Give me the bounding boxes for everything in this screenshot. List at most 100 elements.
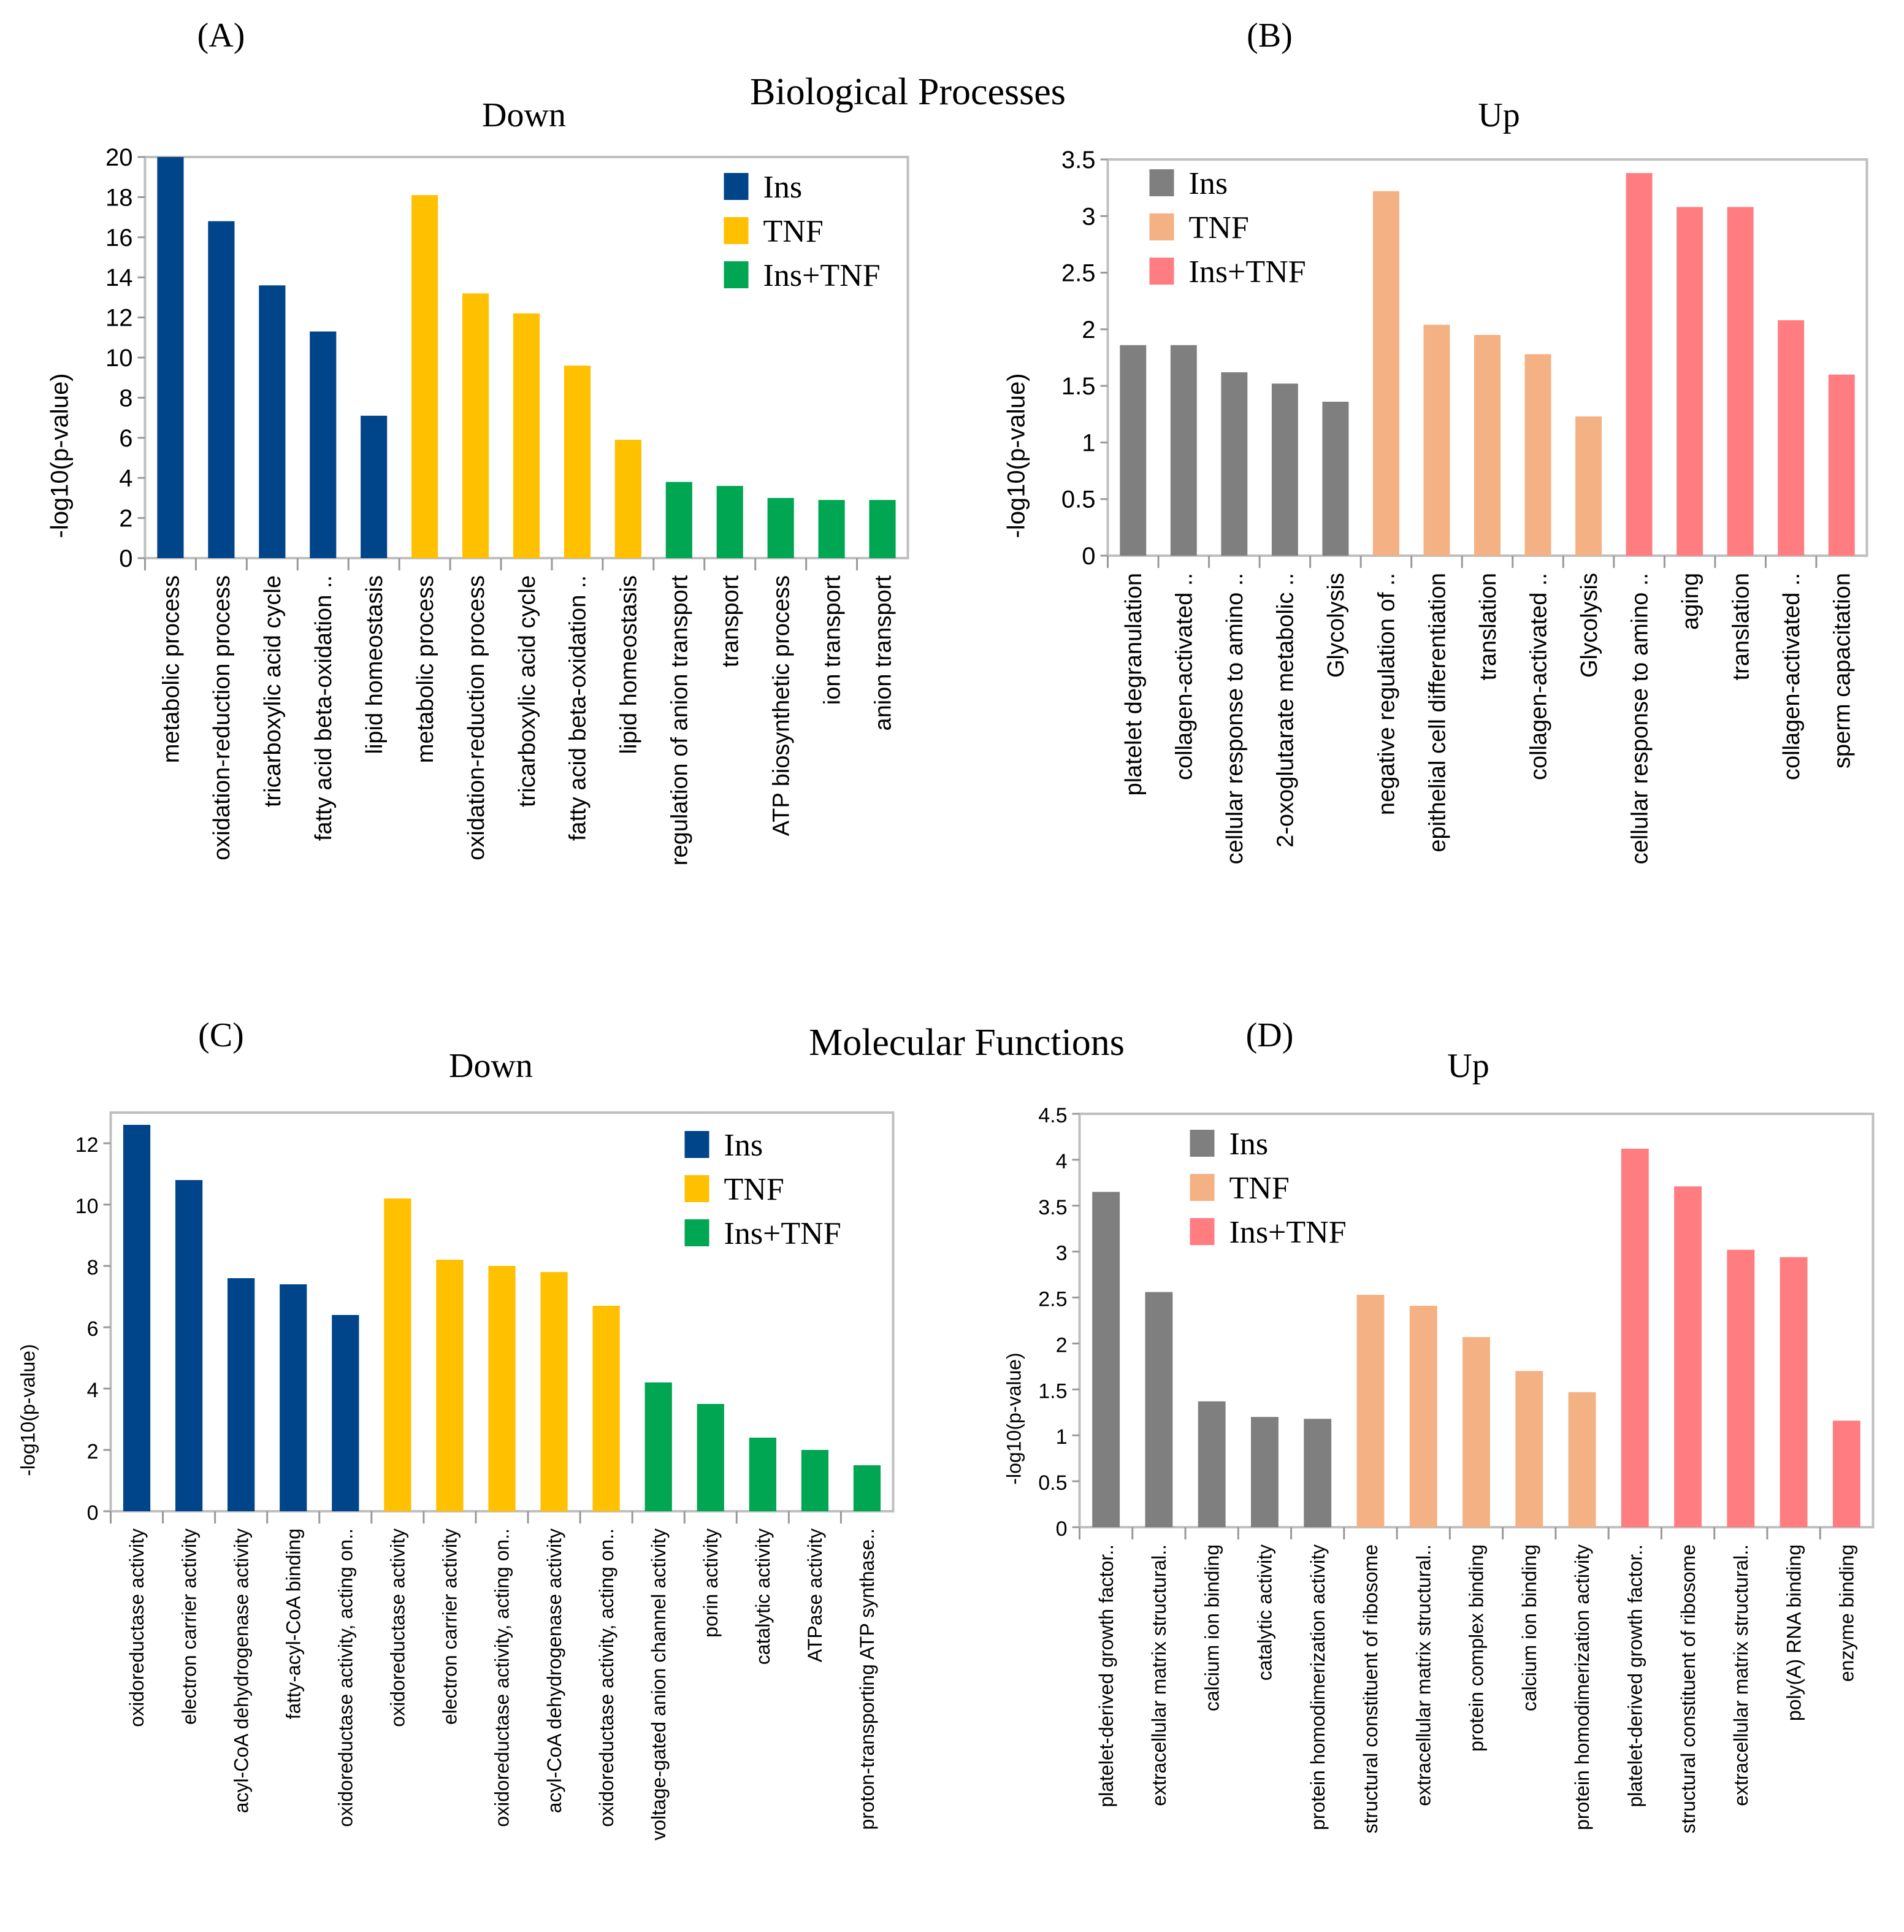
bar — [361, 415, 388, 558]
x-tick-label: protein homodimerization activity — [1307, 1544, 1329, 1830]
chart-title: Up — [1447, 1047, 1489, 1085]
legend-label: Ins+TNF — [1189, 255, 1306, 289]
bar — [716, 486, 743, 558]
bar — [1474, 335, 1501, 556]
x-tick-label: sperm capacitation — [1830, 573, 1856, 769]
y-tick-label: 2 — [119, 505, 132, 532]
x-tick-label: porin activity — [700, 1528, 722, 1638]
x-tick-label: acyl-CoA dehydrogenase activity — [543, 1528, 565, 1813]
x-tick-label: metabolic process — [158, 575, 184, 763]
chart-title: Down — [449, 1047, 533, 1085]
bar — [592, 1306, 620, 1511]
y-tick-label: 0 — [1056, 1517, 1068, 1541]
panel-label: (A) — [197, 17, 245, 55]
y-tick-label: 0 — [1082, 543, 1095, 570]
bar — [801, 1450, 829, 1511]
y-tick-label: 8 — [87, 1256, 99, 1279]
bar — [513, 313, 540, 558]
bar — [227, 1278, 255, 1511]
bar — [310, 331, 337, 558]
legend-label: Ins+TNF — [763, 258, 881, 293]
x-tick-label: anion transport — [870, 575, 896, 731]
y-tick-label: 2.5 — [1038, 1288, 1067, 1311]
x-tick-label: translation — [1475, 573, 1501, 680]
y-tick-label: 4 — [119, 465, 132, 492]
bar — [1304, 1419, 1332, 1527]
legend-swatch — [1190, 1174, 1215, 1201]
y-tick-label: 12 — [75, 1133, 99, 1157]
bar — [869, 500, 896, 558]
bar — [1568, 1392, 1596, 1527]
x-tick-label: oxidoreductase activity — [387, 1528, 409, 1727]
bar — [1409, 1306, 1437, 1527]
x-tick-label: electron carrier activity — [439, 1528, 461, 1725]
y-axis-label: -log10(p-value) — [17, 1344, 39, 1476]
chart-panel-d: (D) Up 0 0.5 1 1.5 2 2.5 3 3.5 4 4.5 -log10(p-value)… — [1003, 1016, 1875, 1833]
y-tick-label: 2 — [1056, 1333, 1068, 1357]
y-tick-label: 10 — [75, 1195, 99, 1218]
bar — [1828, 374, 1855, 556]
panel-label: (C) — [198, 1016, 244, 1054]
x-tick-label: poly(A) RNA binding — [1783, 1544, 1805, 1721]
x-tick-label: ATP biosynthetic process — [768, 575, 794, 836]
y-tick-label: 16 — [105, 224, 133, 251]
bar — [411, 195, 438, 558]
x-tick-label: oxidoreductase activity, acting on.. — [335, 1528, 357, 1827]
x-tick-label: structural constituent of ribosome — [1677, 1544, 1699, 1833]
x-tick-label: Glycolysis — [1323, 573, 1349, 678]
bar — [332, 1315, 359, 1511]
y-tick-label: 3 — [1082, 203, 1095, 230]
x-tick-label: protein complex binding — [1466, 1544, 1488, 1752]
y-tick-label: 3.5 — [1038, 1196, 1067, 1219]
legend-swatch — [1149, 169, 1174, 196]
y-tick-label: 1.5 — [1061, 373, 1096, 400]
y-tick-label: 20 — [105, 144, 133, 171]
y-tick-label: 1 — [1082, 429, 1095, 456]
legend-swatch — [684, 1175, 709, 1202]
x-tick-label: catalytic activity — [752, 1528, 774, 1665]
bar — [1198, 1401, 1226, 1527]
bar — [1674, 1186, 1702, 1527]
bar — [1145, 1292, 1173, 1527]
bar — [436, 1260, 464, 1511]
y-tick-label: 2 — [87, 1440, 99, 1463]
bar — [280, 1284, 307, 1511]
y-tick-label: 6 — [119, 425, 132, 452]
legend-swatch — [724, 173, 749, 200]
legend-swatch — [684, 1219, 709, 1246]
y-tick-label: 14 — [105, 264, 133, 291]
x-tick-label: oxidoreductase activity, acting on.. — [595, 1528, 617, 1827]
x-tick-label: oxidation-reduction process — [464, 575, 489, 861]
bar — [564, 366, 591, 558]
legend-swatch — [1190, 1218, 1215, 1245]
y-tick-label: 0.5 — [1061, 486, 1096, 513]
bar — [208, 221, 235, 558]
bar — [1221, 372, 1248, 556]
bar — [1356, 1295, 1385, 1527]
bar — [614, 440, 641, 558]
legend-label: Ins+TNF — [724, 1216, 841, 1251]
y-axis-label: -log10(p-value) — [47, 373, 74, 538]
bar — [818, 500, 845, 558]
x-tick-label: collagen-activated .. — [1172, 573, 1198, 780]
panel-label: (B) — [1247, 17, 1293, 55]
y-tick-label: 8 — [119, 385, 132, 412]
x-tick-label: platelet degranulation — [1121, 573, 1147, 795]
x-tick-label: extracellular matrix structural.. — [1730, 1544, 1752, 1806]
bar — [1575, 416, 1602, 556]
legend-swatch — [724, 217, 749, 244]
x-tick-label: calcium ion binding — [1201, 1544, 1223, 1711]
legend-swatch — [724, 261, 749, 288]
x-tick-label: translation — [1728, 573, 1754, 680]
bar — [749, 1438, 776, 1511]
bar — [1621, 1148, 1649, 1527]
x-tick-label: platelet-derived growth factor.. — [1624, 1544, 1646, 1807]
bar — [157, 157, 184, 558]
legend-label: Ins — [763, 170, 803, 205]
bar — [259, 285, 286, 558]
x-tick-label: electron carrier activity — [178, 1528, 200, 1725]
y-axis-label: -log10(p-value) — [1003, 1352, 1025, 1484]
x-tick-label: fatty acid beta-oxidation .. — [311, 575, 337, 841]
x-tick-label: oxidoreductase activity, acting on.. — [491, 1528, 513, 1827]
